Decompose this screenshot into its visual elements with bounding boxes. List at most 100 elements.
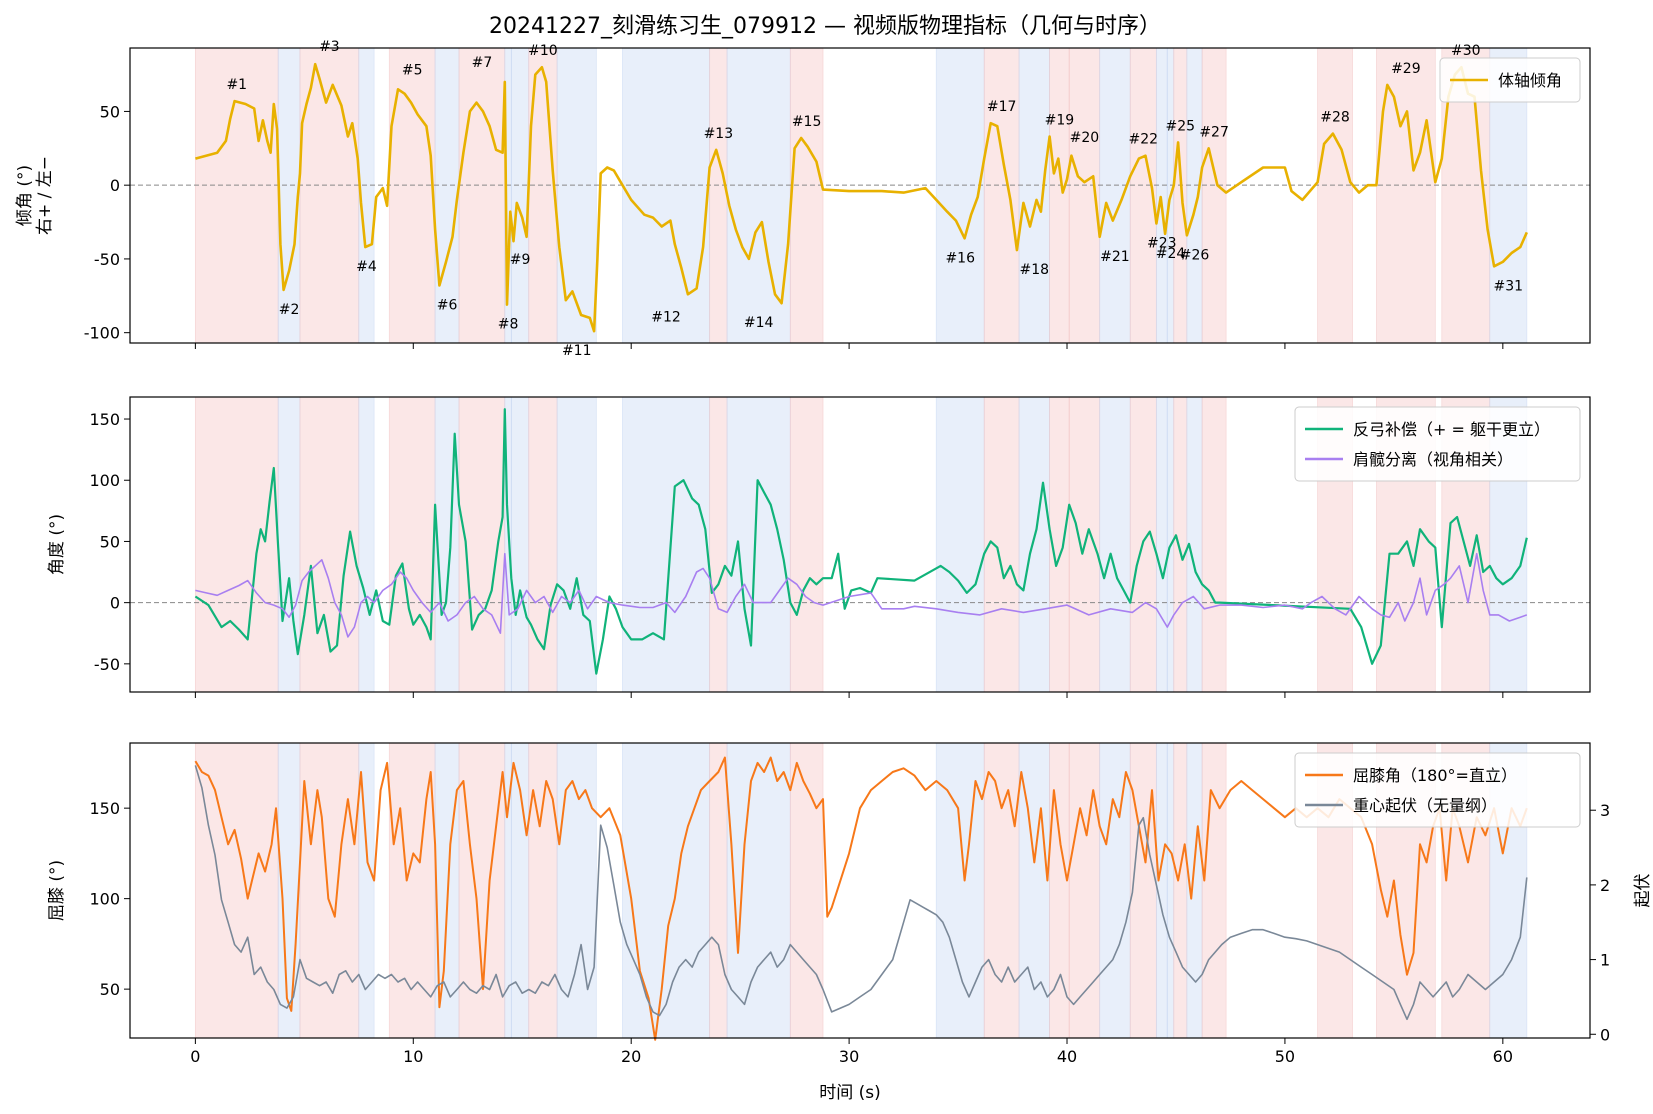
segment-band — [1018, 47, 1050, 344]
chart-title: 20241227_刻滑练习生_079912 — 视频版物理指标（几何与时序） — [489, 14, 1161, 39]
y-axis-label-line: 角度 (°) — [47, 514, 67, 575]
segment-label: #14 — [744, 315, 774, 331]
segment-band — [1018, 396, 1050, 693]
plot-frame — [129, 742, 1591, 1039]
plot-frame — [129, 396, 1591, 693]
legend-box — [1294, 752, 1581, 828]
series-line — [194, 765, 1528, 1021]
y-axis-label-right: 起伏 — [1633, 874, 1653, 908]
y-tick-label: 50 — [100, 532, 120, 551]
segment-band — [709, 47, 728, 344]
segment-label: #16 — [945, 250, 975, 266]
segment-label: #24 — [1156, 246, 1186, 262]
segment-band — [1166, 742, 1175, 1039]
segment-label: #17 — [987, 99, 1017, 115]
y-tick-label: 0 — [110, 176, 120, 195]
segment-label: #15 — [792, 114, 822, 130]
y-axis-label-line: 右+ / 左− — [35, 156, 55, 235]
segment-band — [388, 396, 436, 693]
legend-label: 体轴倾角 — [1498, 71, 1562, 90]
segment-band — [1201, 47, 1227, 344]
segment-band — [726, 742, 791, 1039]
y-tick-label-right: 3 — [1600, 801, 1610, 820]
segment-band — [1068, 742, 1101, 1039]
segment-band — [510, 396, 530, 693]
y-axis-label: 屈膝 (°) — [47, 860, 67, 921]
segment-band — [709, 396, 728, 693]
segment-band — [935, 396, 985, 693]
segment-band — [1173, 396, 1188, 693]
y-tick-label: 150 — [89, 799, 120, 818]
segment-band — [299, 742, 360, 1039]
panel-2: -50 0 50 100 150 角度 (°) 反弓补偿（+ = 躯干更立） 肩髋分离（视角相… — [47, 396, 1591, 698]
y-tick-label: 0 — [110, 594, 120, 613]
segment-label: #13 — [704, 126, 734, 142]
x-tick-label: 10 — [403, 1047, 423, 1066]
segment-band — [1099, 742, 1131, 1039]
segment-band — [1049, 47, 1070, 344]
segment-label: #8 — [498, 317, 519, 333]
segment-band — [458, 47, 506, 344]
x-axis-label: 时间 (s) — [819, 1083, 881, 1103]
segment-band — [1129, 742, 1157, 1039]
series-line — [194, 756, 1528, 1041]
segment-band — [983, 47, 1020, 344]
segment-label: #21 — [1100, 249, 1130, 265]
segment-band — [458, 742, 506, 1039]
segment-label: #11 — [562, 343, 592, 359]
segment-band — [789, 47, 824, 344]
legend-label: 屈膝角（180°=直立） — [1353, 766, 1517, 785]
segment-band — [358, 396, 375, 693]
y-axis-label: 角度 (°) — [47, 514, 67, 575]
segment-band — [622, 742, 711, 1039]
segment-band — [556, 47, 597, 344]
y-axis-label-line: 倾角 (°) — [15, 165, 35, 226]
series-line — [194, 408, 1528, 675]
segment-label: #31 — [1494, 278, 1524, 294]
y-tick-label-right: 0 — [1600, 1025, 1610, 1044]
segment-band — [1155, 47, 1168, 344]
segment-label: #7 — [472, 55, 493, 71]
segment-band — [935, 742, 985, 1039]
plot-frame — [129, 47, 1591, 344]
segment-label: #26 — [1180, 247, 1210, 263]
segment-band — [1201, 396, 1227, 693]
segment-band — [1173, 742, 1188, 1039]
segment-band — [528, 396, 558, 693]
segment-band — [1173, 47, 1188, 344]
y-axis-label-line: 屈膝 (°) — [47, 860, 67, 921]
y-axis-label: 倾角 (°)右+ / 左− — [15, 156, 55, 235]
segment-label: #30 — [1451, 43, 1481, 59]
x-tick-label: 50 — [1275, 1047, 1295, 1066]
segment-label: #10 — [528, 43, 558, 59]
y-tick-label: -50 — [94, 250, 120, 269]
y-tick-label-right: 2 — [1600, 876, 1610, 895]
segment-label: #20 — [1070, 130, 1100, 146]
segment-label: #22 — [1129, 132, 1159, 148]
segment-band — [622, 47, 711, 344]
legend-label: 肩髋分离（视角相关） — [1353, 450, 1513, 469]
legend-label: 重心起伏（无量纲） — [1353, 796, 1497, 815]
segment-band — [726, 47, 791, 344]
segment-label: #18 — [1020, 262, 1050, 278]
segment-band — [1099, 396, 1131, 693]
segment-band — [1099, 47, 1131, 344]
y-tick-label: -100 — [84, 324, 120, 343]
panels: #1 #2 #3 #4 #5 #6 #7 #8 #9 #10 #11 #12 #13 #14 #15 #16 #… — [15, 39, 1653, 1066]
segment-band — [622, 396, 711, 693]
y-tick-label: 150 — [89, 410, 120, 429]
y-tick-label: 50 — [100, 980, 120, 999]
segment-label: #27 — [1199, 124, 1229, 140]
segment-label: #28 — [1320, 110, 1350, 126]
segment-label: #6 — [437, 297, 458, 313]
y-tick-label: -50 — [94, 655, 120, 674]
segment-band — [789, 396, 824, 693]
x-tick-label: 30 — [839, 1047, 859, 1066]
segment-label: #12 — [651, 309, 681, 325]
legend-box — [1439, 57, 1581, 103]
x-tick-label: 20 — [621, 1047, 641, 1066]
segment-label: #19 — [1045, 113, 1075, 129]
segment-label: #23 — [1147, 236, 1177, 252]
segment-label: #9 — [510, 252, 531, 268]
